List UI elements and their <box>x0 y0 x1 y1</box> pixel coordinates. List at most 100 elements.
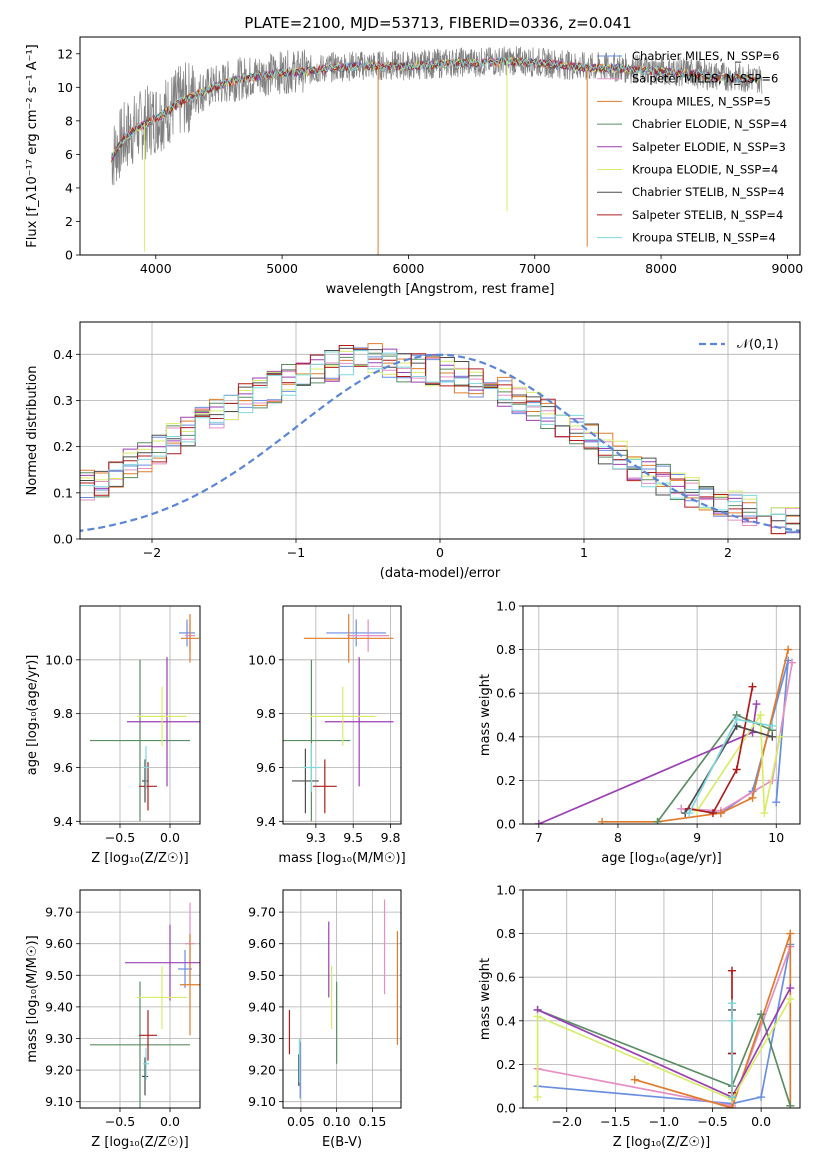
errorbar-point-chabrier_miles <box>179 619 195 647</box>
mass-vs-Z-plot-area <box>90 902 200 1108</box>
axes-frame <box>79 321 801 540</box>
y-tick-label: 10.0 <box>45 652 73 667</box>
residual-histogram-kroupa_elodie <box>80 350 800 517</box>
y-tick-label: 9.20 <box>45 1063 73 1078</box>
x-tick-label: 6000 <box>393 261 425 276</box>
legend-label: Chabrier MILES, N_SSP=6 <box>632 49 779 63</box>
y-tick-label: 10.0 <box>248 652 276 667</box>
y-tick-label: 9.4 <box>256 814 276 829</box>
x-axis-label: Z [log₁₀(Z/Z☉)] <box>91 1135 188 1150</box>
y-tick-label: 0.4 <box>53 347 73 362</box>
y-tick-label: 0 <box>65 248 73 263</box>
weight-marker <box>732 765 741 774</box>
weight-vs-age-plot-area <box>534 645 797 824</box>
y-tick-label: 9.40 <box>248 999 276 1014</box>
weight-marker <box>727 966 736 975</box>
y-tick-label: 9.4 <box>53 814 73 829</box>
age-vs-Z-plot-area <box>90 614 200 822</box>
y-tick-label: 9.6 <box>53 760 73 775</box>
axes-frame <box>282 889 402 1109</box>
weight-line-salpeter_elodie <box>538 703 758 824</box>
weight-line-salpeter_miles <box>681 662 793 812</box>
age-vs-mass-plot-area <box>283 614 394 822</box>
axes-frame <box>522 889 801 1109</box>
x-tick-label: −1 <box>287 545 305 560</box>
y-tick-label: 9.6 <box>256 760 276 775</box>
y-axis-label: mass [log₁₀(M/M☉)] <box>25 935 40 1062</box>
x-axis-label: (data-model)/error <box>380 566 501 581</box>
x-tick-label: −2 <box>143 545 161 560</box>
errorbar-point-salpeter_elodie <box>127 657 200 787</box>
legend-label: Kroupa STELIB, N_SSP=4 <box>632 231 776 245</box>
weight-line-chabrier_miles <box>537 944 792 1105</box>
weight-line-salpeter_stelib <box>689 686 754 815</box>
x-tick-label: 5000 <box>266 261 298 276</box>
weight-marker <box>533 1012 542 1021</box>
x-tick-label: 10 <box>768 830 784 845</box>
y-tick-label: 12 <box>57 46 73 61</box>
mass-vs-ebv-panel: 0.05 0.10 0.15 9.10 9.20 9.30 9.40 9.50 9.60 9.70… <box>248 889 402 1150</box>
x-tick-label: −1.5 <box>600 1114 630 1129</box>
axes-frame <box>79 605 201 825</box>
x-tick-label: 0.10 <box>323 1114 351 1129</box>
y-tick-label: 0.1 <box>53 485 73 500</box>
x-tick-label: 9.5 <box>343 830 363 845</box>
weight-marker <box>653 817 662 824</box>
errorbar-point-kroupa_miles <box>303 614 394 663</box>
x-tick-label: 0.0 <box>160 1114 180 1129</box>
x-tick-label: −1.0 <box>649 1114 679 1129</box>
y-tick-label: 1.0 <box>496 883 516 898</box>
y-tick-label: 0.4 <box>496 1013 516 1028</box>
errorbar-point-kroupa_stelib <box>302 743 321 792</box>
weight-marker <box>716 809 725 818</box>
errorbar-point-kroupa_elodie <box>137 686 187 746</box>
y-tick-label: 9.50 <box>248 968 276 983</box>
weight-marker <box>786 1101 795 1108</box>
x-axis-label: wavelength [Angstrom, rest frame] <box>326 282 555 297</box>
weight-marker <box>732 715 741 724</box>
y-tick-label: 0.8 <box>496 642 516 657</box>
residual-histogram-kroupa_stelib <box>80 350 800 532</box>
y-tick-label: 0.0 <box>53 532 73 547</box>
y-tick-label: 9.20 <box>248 1063 276 1078</box>
y-axis-label: mass weight <box>478 674 493 756</box>
y-axis-label: Flux [f_λ10⁻¹⁷ erg cm⁻² s⁻¹ A⁻¹] <box>25 44 40 248</box>
legend-label: Kroupa ELODIE, N_SSP=4 <box>632 163 778 177</box>
y-tick-label: 10 <box>57 80 73 95</box>
y-tick-label: 9.30 <box>248 1031 276 1046</box>
spectrum-panel: 4000 5000 6000 7000 8000 9000 0 2 4 6 8 10 12 wavelen… <box>25 36 803 297</box>
errorbar-point-kroupa_elodie <box>309 686 376 746</box>
weight-marker <box>677 804 686 813</box>
axes-frame <box>522 605 801 825</box>
y-axis-label: mass weight <box>478 958 493 1040</box>
y-axis-label: Normed distribution <box>25 366 40 496</box>
x-axis-label: E(B-V) <box>322 1135 362 1150</box>
y-tick-label: 9.8 <box>53 706 73 721</box>
errorbar-point-salpeter_elodie <box>125 924 200 1001</box>
weight-marker <box>756 711 765 719</box>
x-tick-label: 7 <box>535 830 543 845</box>
x-tick-label: 8 <box>614 830 622 845</box>
y-tick-label: 0.0 <box>496 817 516 832</box>
weight-marker <box>757 1093 766 1102</box>
weight-marker <box>786 995 795 1003</box>
errorbar-point-chabrier_miles <box>326 619 387 647</box>
x-tick-label: 0 <box>436 545 444 560</box>
weight-marker <box>772 798 781 807</box>
mass-vs-ebv-plot-area <box>288 899 399 1099</box>
x-axis-label: Z [log₁₀(Z/Z☉)] <box>613 1135 710 1150</box>
y-tick-label: 0.2 <box>496 1057 516 1072</box>
errorbar-point-chabrier_stelib <box>142 759 148 803</box>
weight-marker <box>757 1010 766 1019</box>
residuals-panel: −2 −1 0 1 2 0.0 0.1 0.2 0.3 0.4 (data-model)/error… <box>25 321 801 581</box>
figure-title: PLATE=2100, MJD=53713, FIBERID=0336, z=0… <box>244 14 631 32</box>
weight-vs-age-panel: 7 8 9 10 0.0 0.2 0.4 0.6 0.8 1.0 age [log₁₀(age/yr… <box>478 599 801 866</box>
weight-marker <box>786 984 795 993</box>
spectrum-plot-area <box>111 46 763 255</box>
weight-line-kroupa_elodie <box>696 712 782 814</box>
model-spectrum-kroupa_stelib <box>111 57 763 159</box>
errorbar-point-chabrier_elodie <box>90 981 190 1108</box>
x-tick-label: 0.0 <box>160 830 180 845</box>
weight-marker <box>533 1093 542 1102</box>
